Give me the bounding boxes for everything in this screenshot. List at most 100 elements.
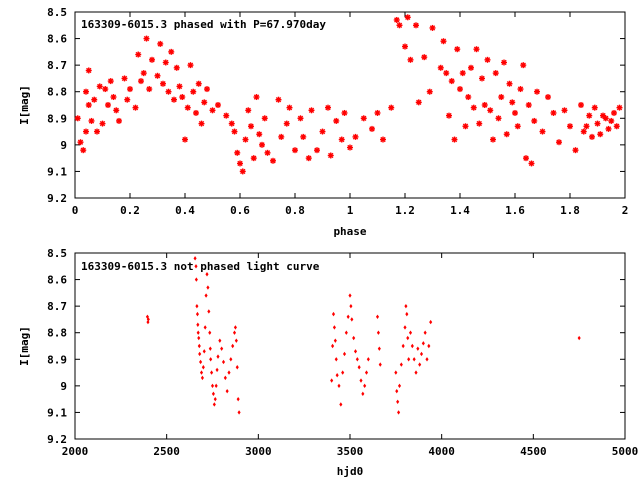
unphased-data-point [206, 285, 210, 290]
phased-y-tick-label: 8.8 [47, 86, 67, 99]
unphased-x-tick-label: 5000 [612, 445, 639, 458]
phased-data-point [539, 128, 546, 135]
unphased-data-point [211, 391, 215, 397]
phased-data-point [116, 117, 122, 124]
unphased-x-tick-label: 2500 [153, 445, 180, 458]
phased-x-tick-label: 1.4 [450, 204, 470, 217]
phased-data-point [388, 104, 395, 111]
unphased-data-point [396, 399, 400, 404]
unphased-data-point [344, 330, 348, 335]
unphased-data-point [414, 370, 418, 375]
phased-data-point [605, 125, 612, 132]
phased-data-point [608, 117, 615, 124]
unphased-y-tick-label: 8.5 [47, 247, 67, 260]
phased-plot-frame [74, 11, 626, 199]
phased-data-point [85, 102, 92, 108]
phased-data-point [352, 133, 359, 140]
unphased-data-point [355, 357, 359, 362]
unphased-data-point [223, 375, 227, 381]
phased-y-tick-label: 9 [60, 139, 67, 152]
phased-data-point [556, 139, 562, 146]
phased-data-point [457, 86, 463, 93]
phased-data-point [132, 104, 139, 111]
unphased-data-point [429, 319, 433, 325]
phased-data-point [578, 102, 584, 108]
unphased-data-point [330, 378, 334, 383]
phased-data-point [176, 83, 183, 90]
unphased-x-tick-label: 4000 [428, 445, 455, 458]
phased-data-point [454, 46, 461, 53]
phased-data-point [613, 123, 620, 130]
unphased-data-point [412, 357, 416, 362]
unphased-data-point [339, 402, 343, 407]
phased-x-tick-label: 1 [347, 204, 354, 217]
unphased-data-point [421, 341, 425, 346]
phased-data-point [253, 94, 260, 101]
unphased-data-point [337, 383, 341, 389]
unphased-data-point [335, 373, 339, 378]
phased-data-point [459, 70, 466, 77]
phased-data-point [589, 133, 595, 140]
phased-data-point [462, 123, 469, 130]
unphased-data-point [194, 264, 198, 269]
phased-x-tick-label: 0.2 [120, 204, 140, 217]
unphased-x-tick-label: 2000 [62, 445, 89, 458]
phased-data-point [193, 109, 199, 116]
unphased-data-point [350, 317, 354, 322]
unphased-y-tick-label: 8.7 [47, 300, 67, 313]
unphased-data-point [220, 346, 224, 351]
phased-data-point [105, 102, 111, 108]
unphased-data-point [416, 346, 420, 351]
phased-data-point [270, 157, 276, 164]
phased-data-point [242, 136, 249, 143]
unphased-y-axis: 8.5 8.6 8.7 8.8 8.9 9 9.1 9.2 [47, 247, 625, 446]
phased-light-curve-panel: 0 0.2 0.4 0.6 0.8 1 1.2 1.4 1.6 1.8 2 8.5 8.6 8.7 8.8… [18, 6, 628, 238]
phased-data-point [195, 80, 202, 87]
phased-data-point [484, 56, 491, 63]
unphased-data-point [394, 370, 398, 375]
phased-y-axis: 8.5 8.6 8.7 8.8 8.9 9 9.1 9.2 [47, 6, 625, 205]
phased-data-point [88, 117, 95, 124]
unphased-data-point [233, 325, 237, 330]
phased-y-tick-label: 8.7 [47, 59, 67, 72]
unphased-data-point [146, 317, 150, 322]
phased-data-point [201, 99, 208, 106]
phased-data-point [173, 64, 180, 71]
phased-data-point [140, 70, 147, 77]
phased-data-point [259, 141, 265, 148]
phased-data-point [113, 107, 120, 114]
unphased-y-axis-label: I[mag] [18, 326, 31, 366]
phased-x-tick-label: 1.8 [560, 204, 580, 217]
phased-data-point [616, 104, 623, 111]
unphased-data-point [397, 383, 402, 389]
phased-x-tick-label: 0.8 [285, 204, 305, 217]
unphased-data-point [212, 402, 216, 407]
phased-data-point [179, 94, 186, 101]
phased-data-point [492, 70, 499, 77]
unphased-data-point [229, 357, 233, 362]
phased-data-point [360, 115, 367, 122]
phased-data-point [146, 86, 153, 93]
unphased-data-point [375, 314, 380, 319]
phased-y-tick-label: 9.2 [47, 192, 67, 205]
phased-data-point [506, 80, 513, 87]
phased-data-point [402, 43, 408, 50]
unphased-data-point [232, 330, 237, 335]
unphased-data-point [577, 335, 581, 341]
unphased-data-point [408, 330, 413, 335]
phased-data-point [465, 94, 472, 101]
phased-data-point [264, 149, 271, 156]
unphased-x-tick-label: 4500 [520, 445, 547, 458]
unphased-data-point [363, 383, 367, 389]
phased-data-point [184, 104, 191, 111]
phased-data-point [215, 102, 221, 108]
unphased-data-point [196, 322, 200, 327]
unphased-data-point [202, 349, 206, 354]
phased-data-point [127, 86, 133, 93]
phased-data-point [591, 104, 598, 111]
unphased-data-point [201, 365, 205, 370]
unphased-x-axis-label: hjd0 [337, 465, 364, 478]
phased-data-point [531, 117, 538, 124]
unphased-data-point [419, 351, 424, 357]
unphased-data-point [210, 370, 214, 375]
